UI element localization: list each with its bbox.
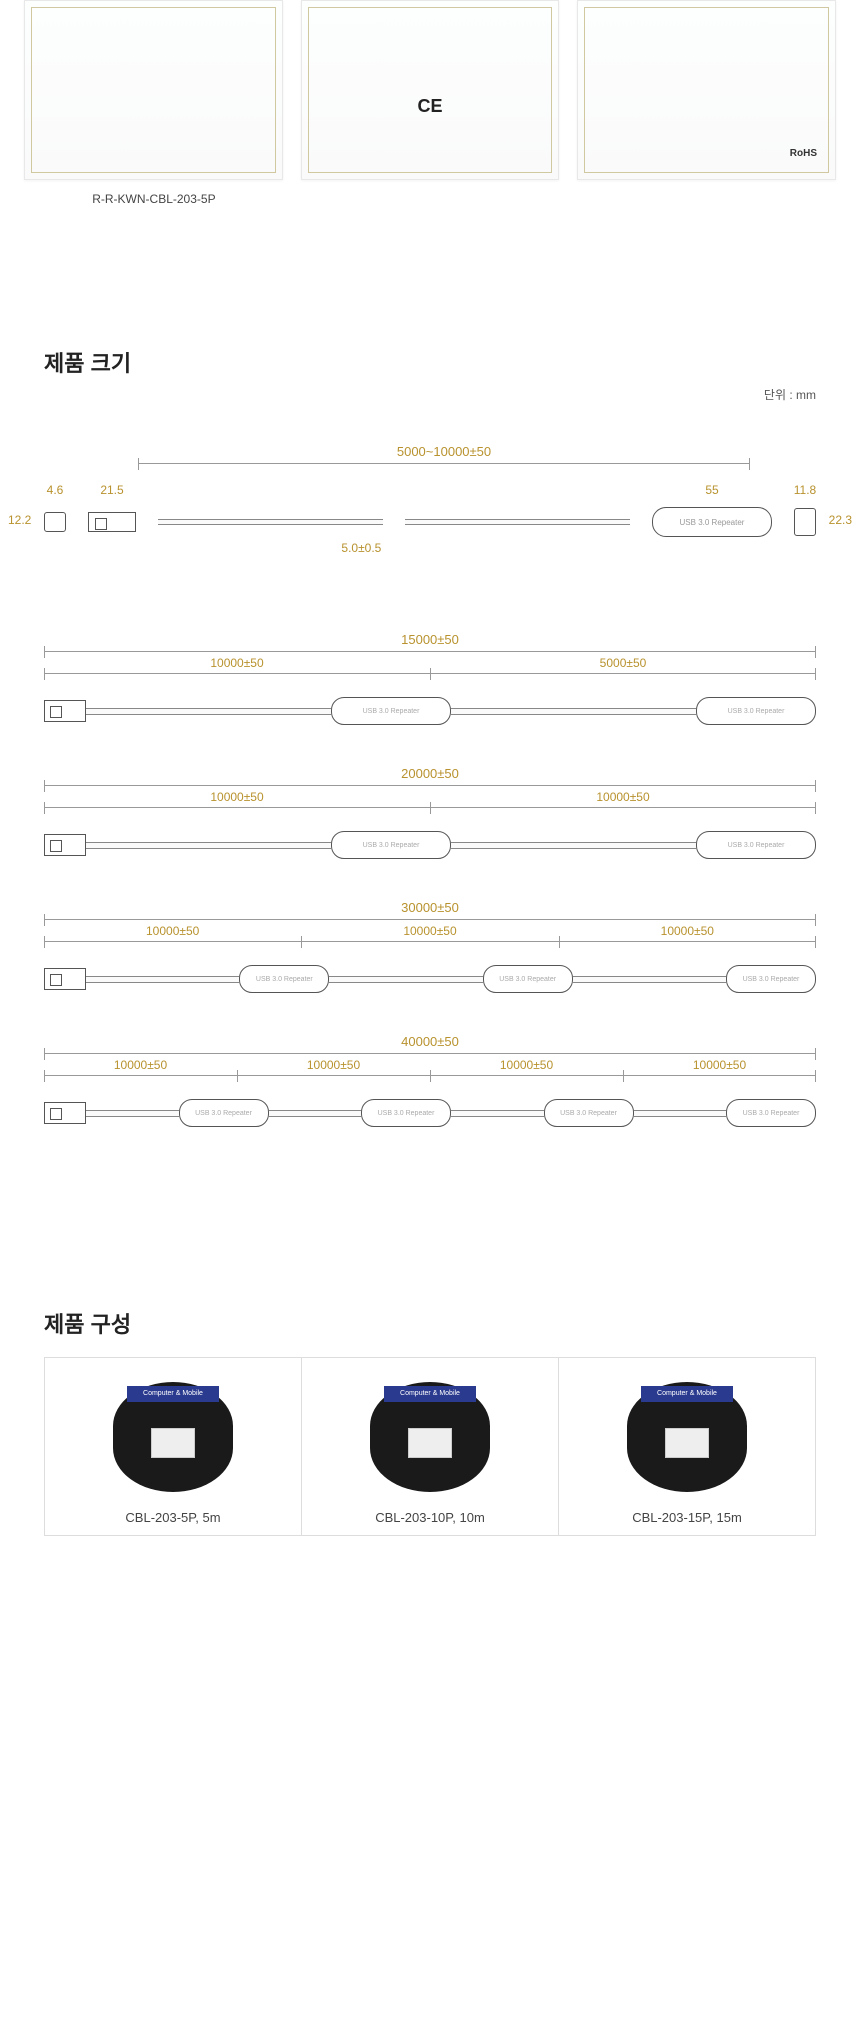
repeater-icon: USB 3.0 Repeater bbox=[239, 965, 329, 993]
cable-variant-diagram: 40000±5010000±5010000±5010000±5010000±50… bbox=[0, 1053, 860, 1127]
usb-a-connector-icon bbox=[88, 512, 136, 532]
detail-diagram: 5000~10000±50 4.6 21.5 55 11.8 12.2 USB … bbox=[0, 463, 860, 561]
dim-segment: 10000±50 bbox=[114, 1058, 167, 1072]
certificate-row: CE RoHS bbox=[0, 0, 860, 180]
dim-total: 30000±50 bbox=[401, 900, 459, 915]
product-brand: Computer & Mobile bbox=[127, 1386, 219, 1402]
repeater-icon: USB 3.0 Repeater bbox=[361, 1099, 451, 1127]
cable-segment bbox=[86, 842, 331, 849]
dim-total: 15000±50 bbox=[401, 632, 459, 647]
cable-segment bbox=[634, 1110, 727, 1117]
cable-segment bbox=[329, 976, 482, 983]
certificate-card: CE bbox=[301, 0, 560, 180]
dim-fem-w: 11.8 bbox=[794, 483, 816, 497]
cable-segment bbox=[573, 976, 726, 983]
dim-segment: 10000±50 bbox=[307, 1058, 360, 1072]
cable-segment bbox=[451, 1110, 544, 1117]
dim-fem-h: 22.3 bbox=[829, 513, 852, 527]
product-image: Computer & Mobile bbox=[370, 1382, 490, 1492]
section-title-composition: 제품 구성 bbox=[0, 1307, 860, 1339]
dim-total: 40000±50 bbox=[401, 1034, 459, 1049]
cable-variant-diagram: 20000±5010000±5010000±50USB 3.0 Repeater… bbox=[0, 785, 860, 859]
connector-icon bbox=[44, 512, 66, 532]
cable-segment bbox=[86, 708, 331, 715]
dim-segment: 10000±50 bbox=[210, 656, 263, 670]
product-brand: Computer & Mobile bbox=[641, 1386, 733, 1402]
dim-segment: 10000±50 bbox=[596, 790, 649, 804]
dim-total-length: 5000~10000±50 bbox=[397, 444, 491, 459]
dim-total: 20000±50 bbox=[401, 766, 459, 781]
cable-segment bbox=[269, 1110, 362, 1117]
cert-badge: RoHS bbox=[790, 147, 817, 161]
product-name: CBL-203-5P, 5m bbox=[57, 1510, 289, 1525]
usb-a-connector-icon bbox=[44, 1102, 86, 1124]
section-title-size: 제품 크기 bbox=[0, 346, 860, 378]
cable-segment bbox=[451, 708, 696, 715]
dim-segment: 10000±50 bbox=[403, 924, 456, 938]
cable-variant-diagram: 15000±5010000±505000±50USB 3.0 RepeaterU… bbox=[0, 651, 860, 725]
cert-mark: CE bbox=[417, 94, 442, 119]
dim-segment: 10000±50 bbox=[693, 1058, 746, 1072]
repeater-icon: USB 3.0 Repeater bbox=[179, 1099, 269, 1127]
dim-usba-w: 21.5 bbox=[100, 483, 123, 497]
cable-variant-diagram: 30000±5010000±5010000±5010000±50USB 3.0 … bbox=[0, 919, 860, 993]
product-grid: Computer & Mobile CBL-203-5P, 5m Compute… bbox=[44, 1357, 816, 1536]
repeater-label: USB 3.0 Repeater bbox=[680, 518, 745, 527]
product-name: CBL-203-10P, 10m bbox=[314, 1510, 546, 1525]
usb-a-connector-icon bbox=[44, 834, 86, 856]
female-connector-icon bbox=[794, 508, 816, 536]
repeater-icon: USB 3.0 Repeater bbox=[331, 697, 451, 725]
repeater-icon: USB 3.0 Repeater bbox=[696, 831, 816, 859]
product-brand: Computer & Mobile bbox=[384, 1386, 476, 1402]
dim-segment: 10000±50 bbox=[146, 924, 199, 938]
cable-segment bbox=[86, 1110, 179, 1117]
usb-a-connector-icon bbox=[44, 968, 86, 990]
dim-segment: 10000±50 bbox=[500, 1058, 553, 1072]
cable-segment bbox=[451, 842, 696, 849]
certificate-card bbox=[24, 0, 283, 180]
repeater-icon: USB 3.0 Repeater bbox=[652, 507, 772, 537]
repeater-icon: USB 3.0 Repeater bbox=[696, 697, 816, 725]
dim-segment: 5000±50 bbox=[600, 656, 647, 670]
cable-segment bbox=[86, 976, 239, 983]
product-image: Computer & Mobile bbox=[113, 1382, 233, 1492]
repeater-icon: USB 3.0 Repeater bbox=[726, 965, 816, 993]
repeater-icon: USB 3.0 Repeater bbox=[331, 831, 451, 859]
product-cell: Computer & Mobile CBL-203-15P, 15m bbox=[559, 1358, 815, 1535]
product-image: Computer & Mobile bbox=[627, 1382, 747, 1492]
dim-cable-d: 5.0±0.5 bbox=[341, 541, 381, 555]
product-name: CBL-203-15P, 15m bbox=[571, 1510, 803, 1525]
dim-conn-w: 4.6 bbox=[47, 483, 64, 497]
repeater-icon: USB 3.0 Repeater bbox=[544, 1099, 634, 1127]
product-cell: Computer & Mobile CBL-203-5P, 5m bbox=[45, 1358, 302, 1535]
product-cell: Computer & Mobile CBL-203-10P, 10m bbox=[302, 1358, 559, 1535]
cable-segment bbox=[405, 519, 630, 525]
dim-conn-h: 12.2 bbox=[8, 513, 31, 527]
usb-a-connector-icon bbox=[44, 700, 86, 722]
certificate-caption: R-R-KWN-CBL-203-5P bbox=[0, 192, 284, 206]
repeater-icon: USB 3.0 Repeater bbox=[483, 965, 573, 993]
cable-segment bbox=[158, 519, 383, 525]
unit-label: 단위 : mm bbox=[0, 386, 860, 403]
certificate-card: RoHS bbox=[577, 0, 836, 180]
dim-segment: 10000±50 bbox=[210, 790, 263, 804]
dim-segment: 10000±50 bbox=[661, 924, 714, 938]
repeater-icon: USB 3.0 Repeater bbox=[726, 1099, 816, 1127]
dim-repeater-w: 55 bbox=[705, 483, 718, 497]
